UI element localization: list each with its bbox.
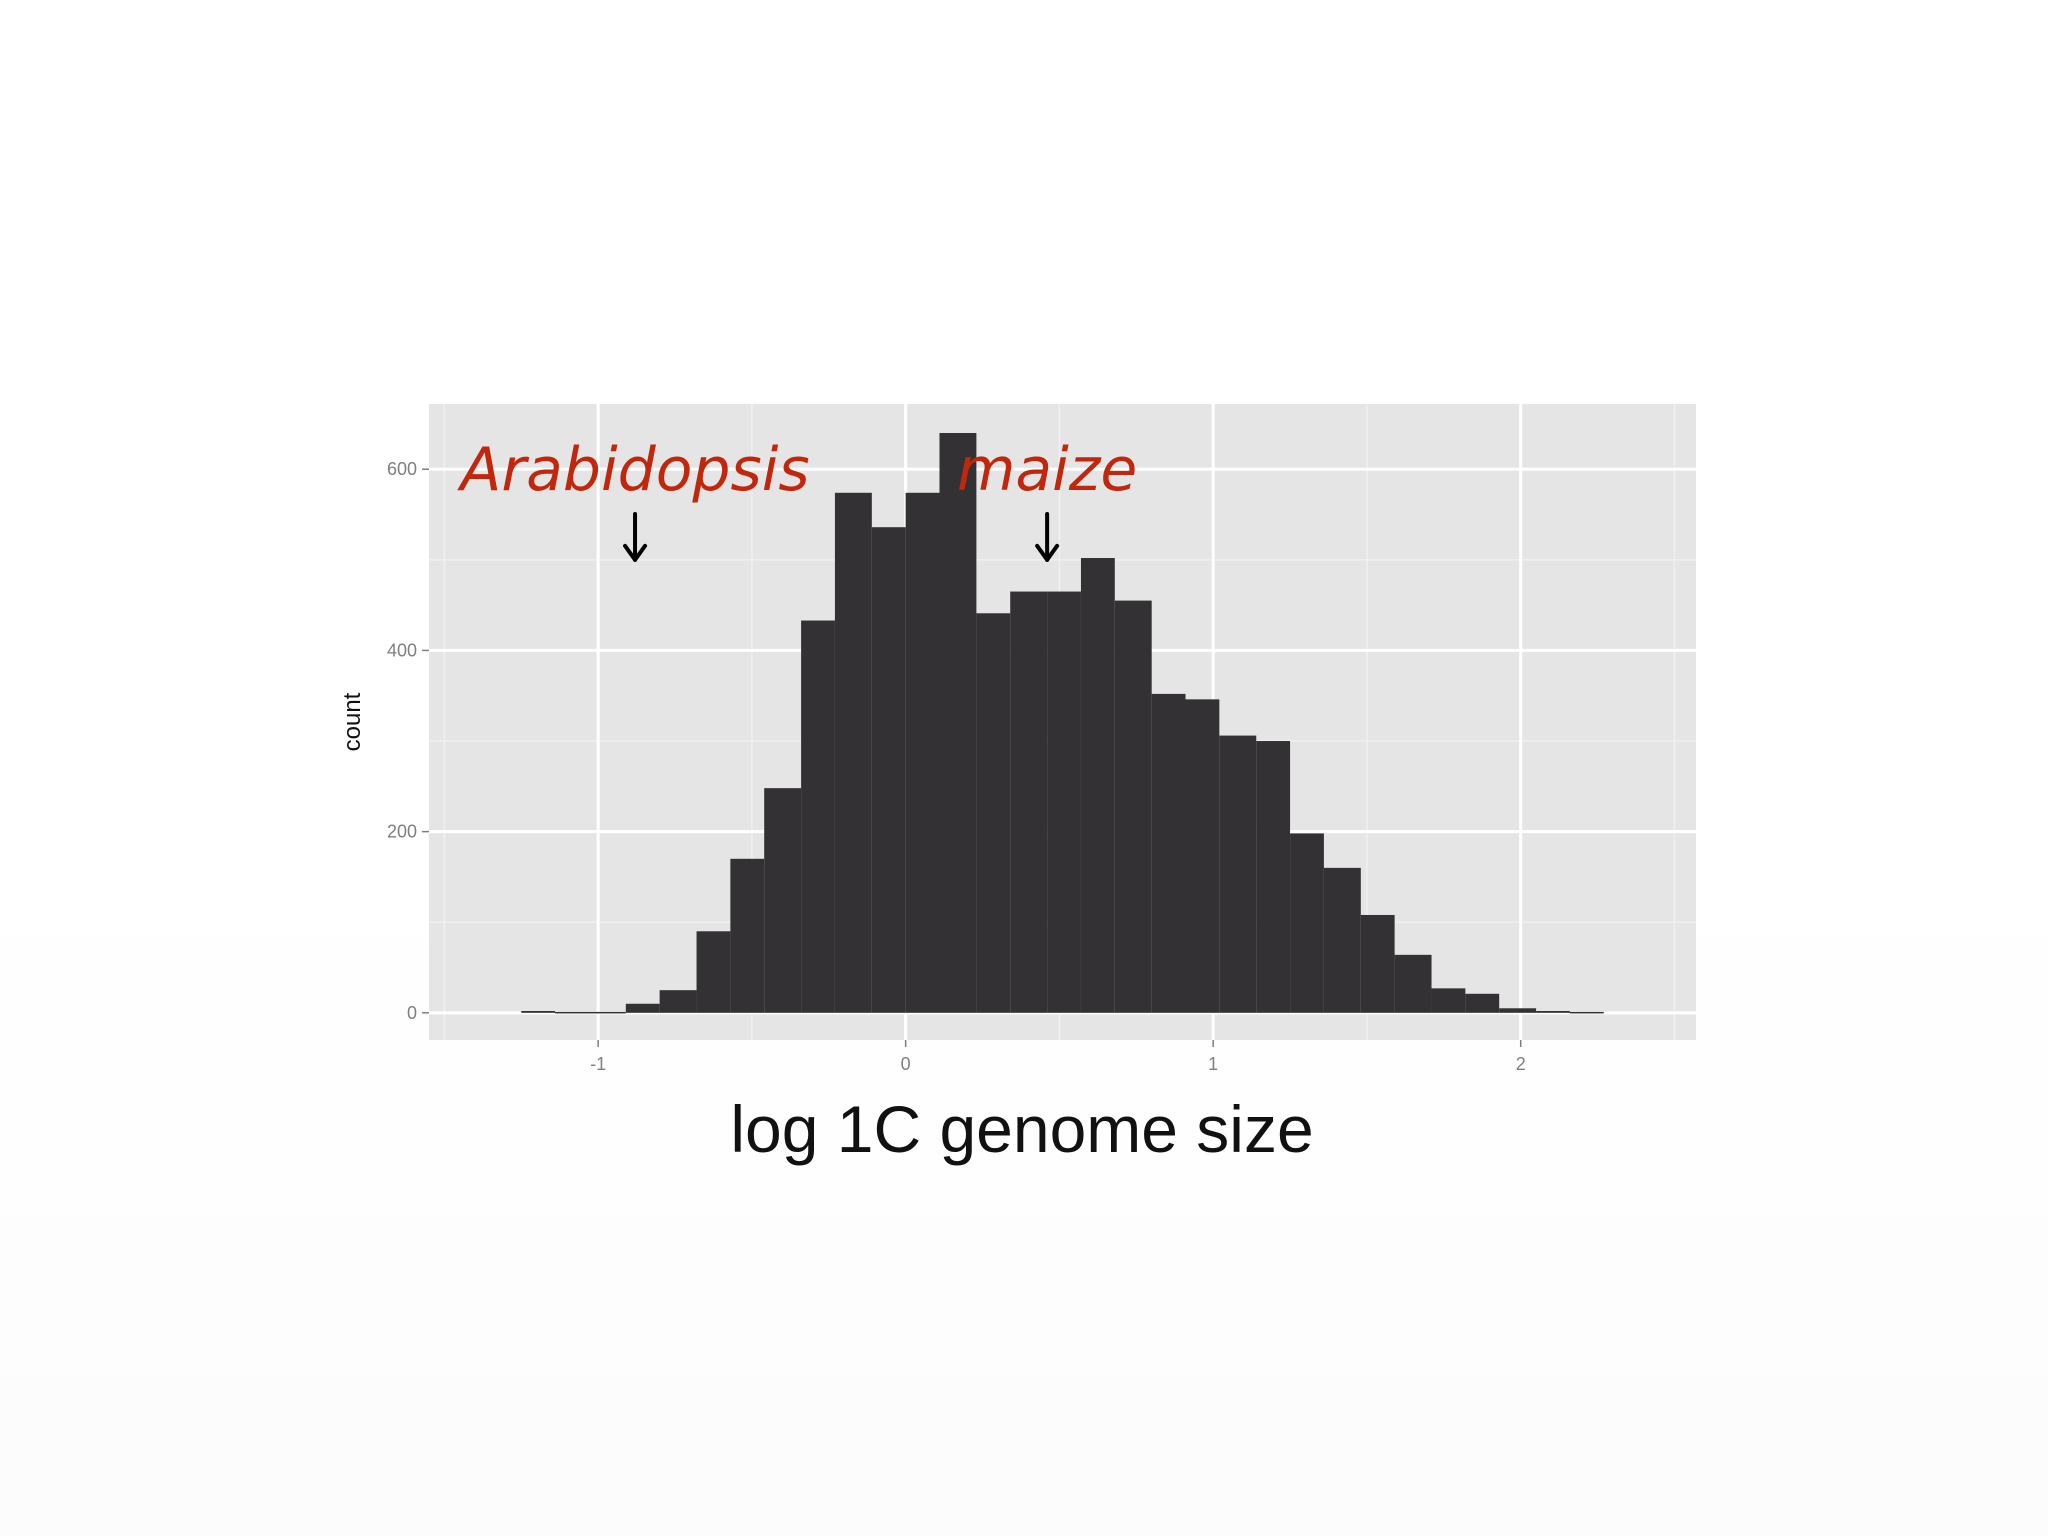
histogram-bar (1536, 1011, 1570, 1013)
annotation-arrow-head (1035, 543, 1060, 562)
x-tick-label: 0 (901, 1054, 911, 1074)
annotation-arrow-head (623, 543, 648, 562)
histogram-bar (1010, 591, 1048, 1013)
histogram-bar (1323, 867, 1361, 1013)
histogram-bar (1360, 914, 1395, 1013)
histogram-bar (1431, 988, 1466, 1013)
histogram-bar (1394, 954, 1432, 1013)
histogram-bar (1290, 833, 1324, 1013)
histogram-bar (1499, 1008, 1537, 1013)
histogram-bar (521, 1011, 556, 1013)
histogram-bar (555, 1011, 592, 1014)
x-tick-label: 1 (1208, 1054, 1218, 1074)
histogram-bar (905, 492, 940, 1013)
y-axis-title: count (339, 692, 366, 751)
y-tick-label: 400 (387, 640, 417, 660)
histogram-bar (834, 492, 872, 1013)
histogram-bar (625, 1003, 660, 1013)
x-tick-label: -1 (590, 1054, 606, 1074)
annotation-label: Arabidopsis (456, 435, 809, 505)
y-tick-label: 200 (387, 822, 417, 842)
histogram-bar (1256, 741, 1291, 1013)
histogram-bar (939, 432, 977, 1013)
histogram-bar (591, 1011, 626, 1014)
histogram-bars (521, 432, 1604, 1014)
histogram-bar (659, 990, 697, 1013)
histogram-bar (1569, 1011, 1604, 1014)
histogram-bar (1114, 600, 1152, 1013)
histogram-bar (1080, 558, 1115, 1013)
x-tick-label: 2 (1516, 1054, 1526, 1074)
y-tick-label: 0 (407, 1003, 417, 1023)
histogram-bar (730, 858, 765, 1013)
x-axis-title: log 1C genome size (730, 1092, 1313, 1166)
histogram-bar (1151, 693, 1186, 1013)
histogram-bar (976, 613, 1011, 1013)
histogram-bar (1047, 591, 1081, 1013)
y-tick-label: 600 (387, 459, 417, 479)
histogram-bar (801, 620, 835, 1013)
histogram-bar (1185, 699, 1220, 1013)
axis-ticks: -1 0 1 2 0 200 400 600 (387, 459, 1526, 1074)
histogram-bar (1465, 993, 1500, 1013)
histogram-bar (871, 527, 906, 1013)
annotation-label: maize (957, 435, 1137, 505)
annotations: Arabidopsis maize (456, 435, 1137, 562)
histogram-bar (764, 788, 802, 1013)
histogram-bar (1219, 735, 1257, 1013)
histogram-bar (696, 931, 731, 1013)
